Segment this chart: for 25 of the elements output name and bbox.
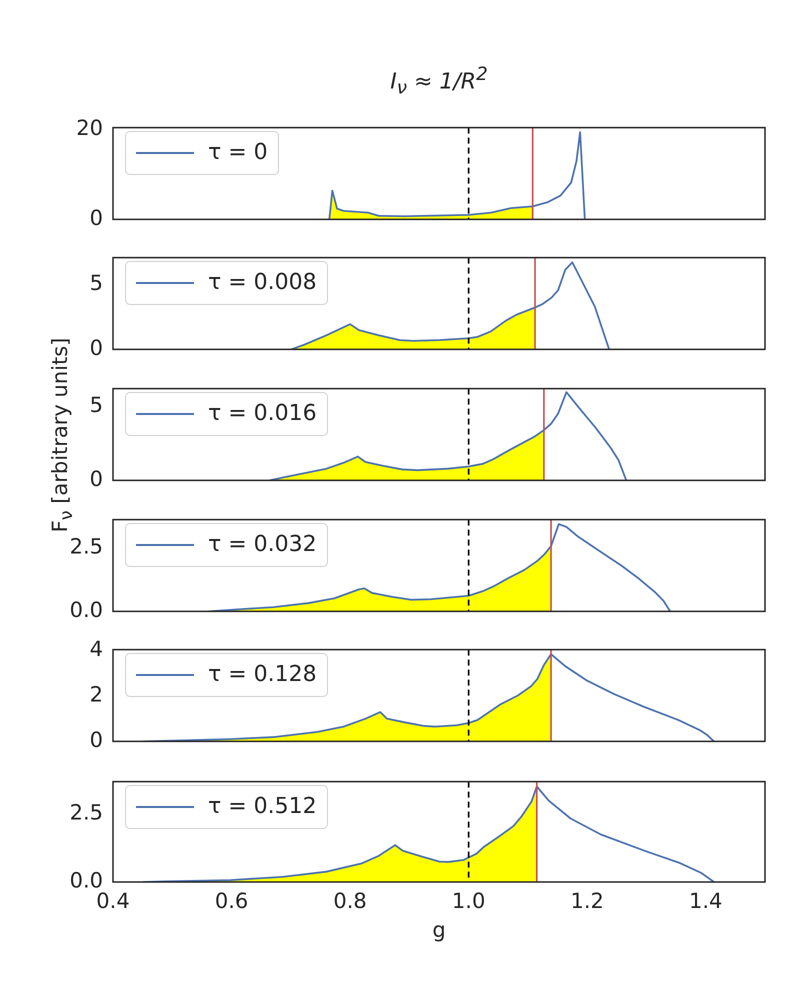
x-tick-label: 1.0: [452, 889, 486, 914]
x-tick-label: 1.2: [570, 889, 604, 914]
y-tick-label: 2: [90, 682, 103, 706]
y-tick-label: 0: [90, 336, 103, 360]
y-tick-label: 2.5: [70, 534, 103, 559]
y-tick-label: 0: [90, 466, 103, 491]
legend-label: τ = 0: [208, 139, 268, 167]
y-tick-label: 20: [76, 116, 103, 140]
y-tick-label: 5: [90, 392, 103, 417]
y-tick-label: 0.0: [70, 598, 103, 622]
x-axis-title: g: [432, 918, 446, 942]
legend-label: τ = 0.512: [208, 793, 317, 821]
chart-title: I$_{ν}$ ≈ 1/R$^{2}$: [389, 64, 489, 99]
y-tick-label: 0: [90, 728, 103, 752]
y-tick-label: 4: [90, 636, 103, 661]
y-tick-label: 5: [90, 271, 103, 296]
x-tick-label: 0.8: [333, 889, 367, 914]
y-tick-label: 0: [90, 206, 103, 230]
x-tick-label: 1.4: [689, 889, 722, 914]
legend-label: τ = 0.016: [208, 400, 317, 428]
legend-label: τ = 0.128: [208, 661, 317, 689]
y-tick-label: 2.5: [70, 800, 103, 825]
legend-label: τ = 0.032: [208, 531, 317, 559]
legend-label: τ = 0.008: [208, 269, 317, 297]
x-tick-label: 0.6: [214, 889, 248, 914]
